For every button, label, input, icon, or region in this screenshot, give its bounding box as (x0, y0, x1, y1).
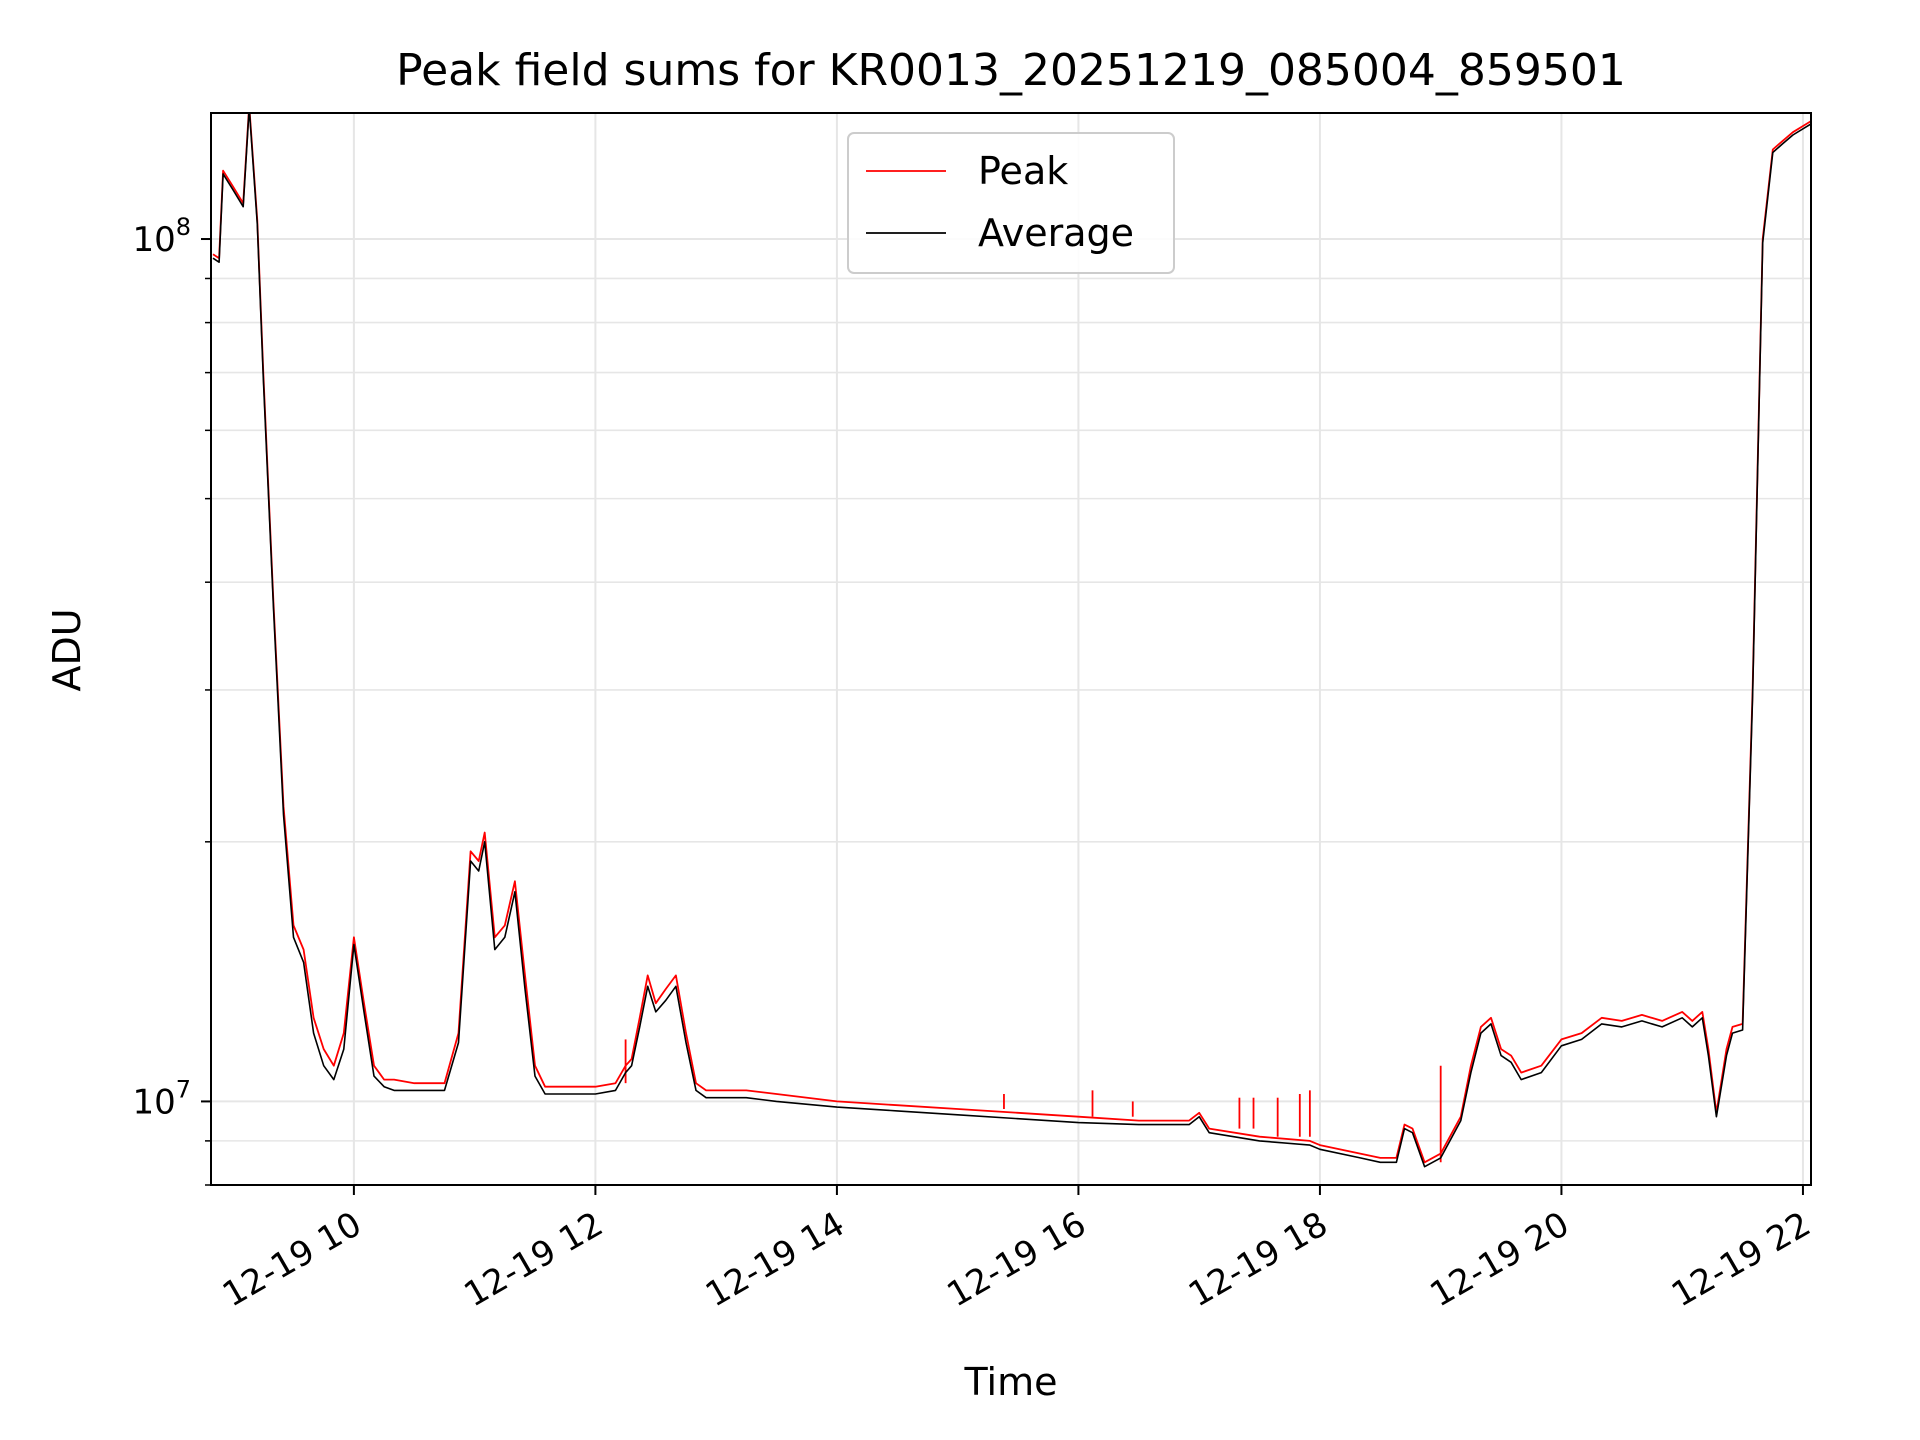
series-layer (212, 113, 1811, 1168)
y-axis-label: ADU (45, 608, 89, 691)
series-group (212, 113, 1811, 1168)
y-tick-label-base: 10 (132, 1082, 175, 1122)
series-line-average (212, 113, 1811, 1168)
legend-label-peak: Peak (978, 149, 1068, 193)
plot-frame (210, 112, 1812, 1186)
y-tick-label-base: 10 (132, 220, 175, 260)
y-tick-label-exponent: 7 (176, 1075, 191, 1103)
legend-box (847, 132, 1175, 274)
series-line-peak (212, 113, 1811, 1164)
y-tick-label-exponent: 8 (176, 213, 191, 241)
legend: Peak Average (847, 132, 1175, 274)
y-tick-label: 108 (132, 213, 191, 260)
chart-title: Peak field sums for KR0013_20251219_0850… (396, 45, 1626, 96)
legend-label-average: Average (978, 211, 1134, 255)
y-tick-label: 107 (132, 1075, 191, 1122)
x-axis-label: Time (964, 1360, 1058, 1404)
grid (211, 113, 1811, 1186)
